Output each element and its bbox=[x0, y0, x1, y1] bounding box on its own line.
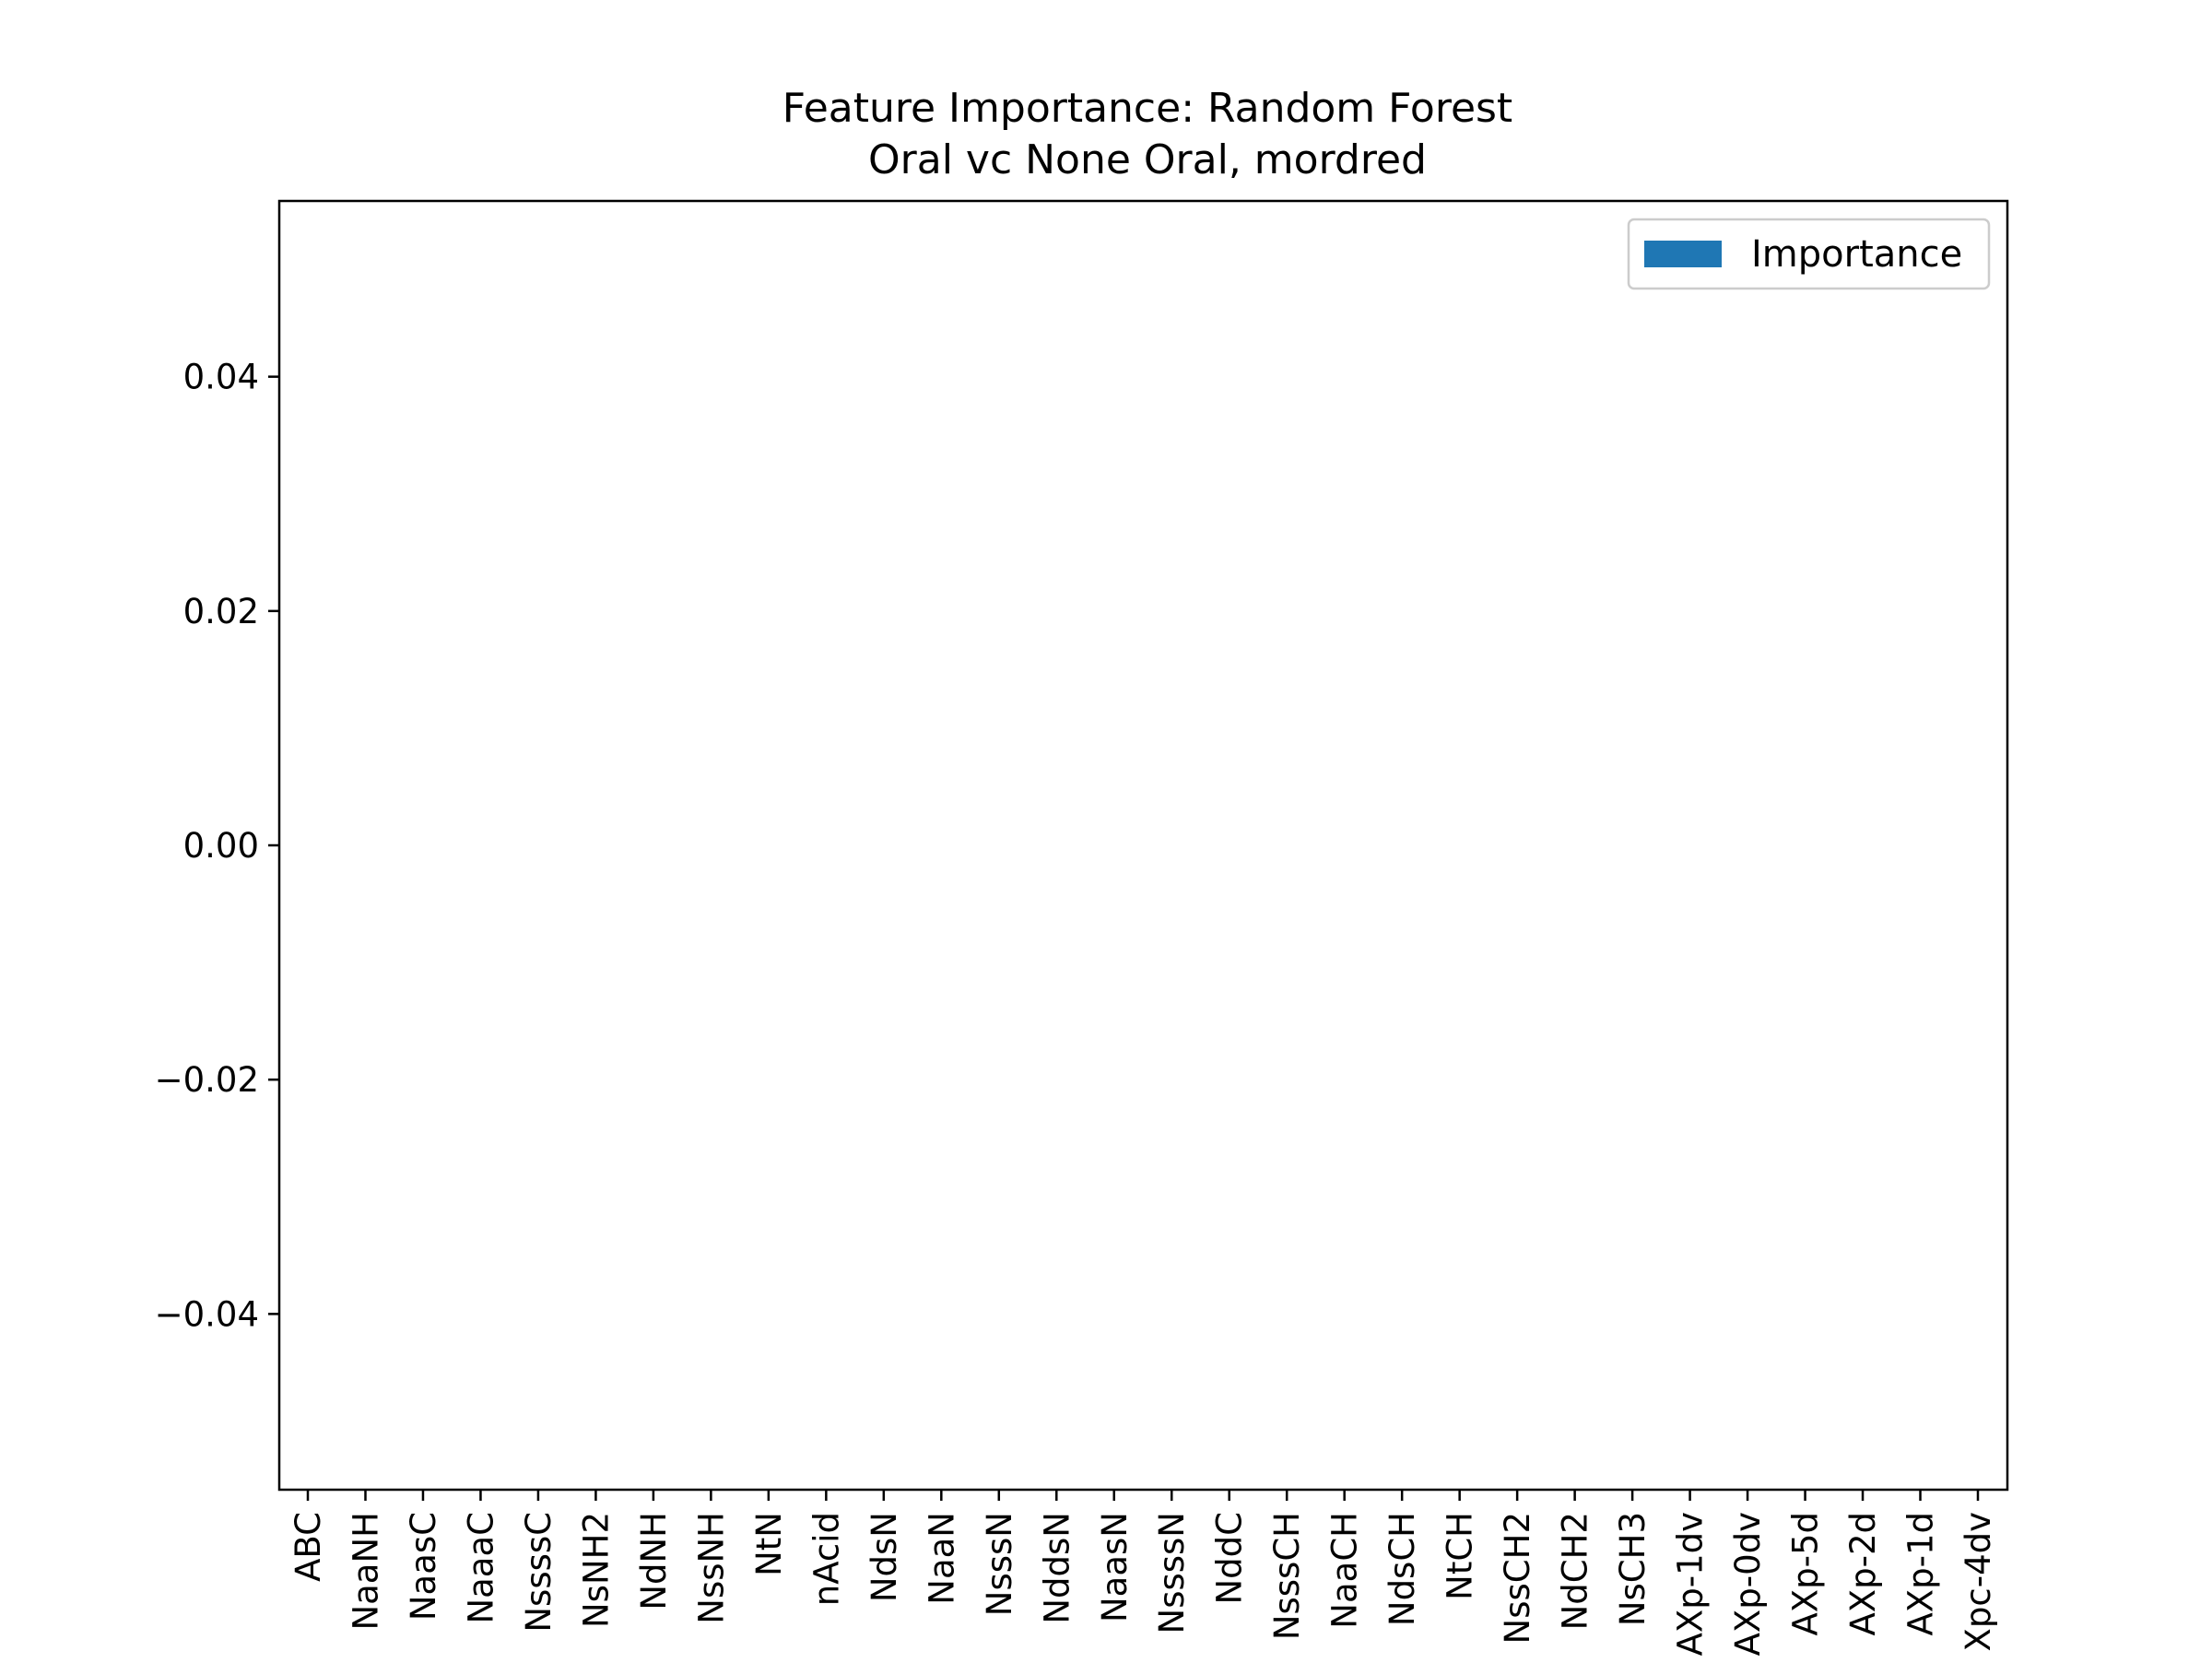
x-tick-label: NaasN bbox=[1095, 1512, 1135, 1622]
y-tick-label: −0.04 bbox=[155, 1294, 259, 1334]
x-tick-label: NaaCH bbox=[1325, 1512, 1365, 1629]
x-tick-label: nAcid bbox=[806, 1512, 846, 1606]
x-tick-label: NsNH2 bbox=[576, 1512, 616, 1628]
x-tick-label: NaasC bbox=[404, 1512, 443, 1621]
x-tick-label: NsssN bbox=[980, 1512, 1019, 1616]
x-tick-label: NdCH2 bbox=[1556, 1512, 1595, 1630]
x-tick-label: AXp-5d bbox=[1786, 1512, 1826, 1636]
y-tick-label: 0.02 bbox=[183, 592, 259, 631]
legend: Importance bbox=[1627, 218, 1991, 290]
x-tick-label: NdsCH bbox=[1382, 1512, 1422, 1626]
legend-label-importance: Importance bbox=[1751, 233, 1962, 276]
x-tick-label: NtCH bbox=[1441, 1512, 1480, 1600]
x-tick-label: NddC bbox=[1210, 1512, 1250, 1605]
x-tick-label: AXp-2d bbox=[1843, 1512, 1883, 1636]
x-tick-label: NddsN bbox=[1037, 1512, 1077, 1624]
y-tick-label: 0.00 bbox=[183, 826, 259, 866]
x-tick-label: NsssCH bbox=[1267, 1512, 1307, 1640]
x-axis: ABC NaaNH NaasC NaaaC NssssC NsNH2 NdNH NssNH Nt… bbox=[288, 1490, 1998, 1656]
x-tick-label: Xpc-4dv bbox=[1959, 1512, 1998, 1651]
x-tick-label: NsCH3 bbox=[1613, 1512, 1653, 1626]
x-tick-label: AXp-1dv bbox=[1671, 1512, 1711, 1656]
y-tick-label: 0.04 bbox=[183, 358, 259, 397]
y-axis: −0.04 −0.02 0.00 0.02 0.04 bbox=[155, 358, 279, 1334]
x-tick-label: NdsN bbox=[865, 1512, 904, 1602]
x-tick-label: AXp-1d bbox=[1901, 1512, 1941, 1636]
x-tick-label: NssNH bbox=[691, 1512, 731, 1624]
x-tick-label: NssCH2 bbox=[1498, 1512, 1537, 1644]
x-tick-label: NaaaC bbox=[461, 1512, 500, 1624]
legend-frame bbox=[1627, 218, 1991, 290]
chart-title: Feature Importance: Random Forest bbox=[782, 85, 1512, 132]
x-tick-label: NssssC bbox=[519, 1512, 559, 1633]
legend-swatch-importance bbox=[1644, 241, 1722, 267]
chart-subtitle: Oral vc None Oral, mordred bbox=[868, 136, 1427, 183]
plot-area-frame bbox=[277, 199, 2009, 1492]
x-tick-label: NtN bbox=[749, 1512, 789, 1576]
x-tick-label: NaaNH bbox=[346, 1512, 385, 1631]
x-tick-label: ABC bbox=[288, 1512, 328, 1582]
x-tick-label: NssssN bbox=[1152, 1512, 1192, 1634]
y-tick-label: −0.02 bbox=[155, 1060, 259, 1100]
x-tick-label: AXp-0dv bbox=[1728, 1512, 1768, 1656]
x-tick-label: NdNH bbox=[634, 1512, 674, 1610]
x-tick-label: NaaN bbox=[922, 1512, 961, 1605]
